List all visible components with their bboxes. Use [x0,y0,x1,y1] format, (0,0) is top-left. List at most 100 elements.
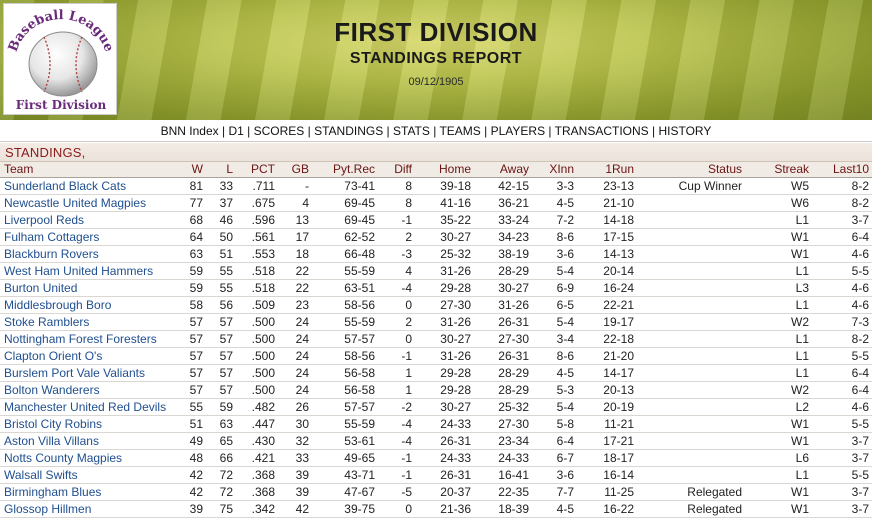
cell-team[interactable]: Middlesbrough Boro [0,296,178,314]
cell-team[interactable]: Fulham Cottagers [0,228,178,246]
cell-status [637,245,745,263]
cell-w: 57 [178,313,206,331]
cell-pytrec: 66-48 [312,245,378,263]
cell-status [637,398,745,416]
cell-pct: .368 [236,466,278,484]
nav-link-stats[interactable]: STATS [393,124,430,138]
nav-link-players[interactable]: PLAYERS [490,124,546,138]
cell-pytrec: 58-56 [312,296,378,314]
cell-status: Cup Winner [637,177,745,195]
col-header-pct[interactable]: PCT [236,162,278,178]
cell-team[interactable]: Notts County Magpies [0,449,178,467]
col-header-l[interactable]: L [206,162,236,178]
cell-team[interactable]: Bolton Wanderers [0,381,178,399]
cell-pct: .430 [236,432,278,450]
cell-streak: W2 [745,381,812,399]
cell-team[interactable]: Newcastle United Magpies [0,194,178,212]
nav-link-bnn-index[interactable]: BNN Index [160,124,219,138]
cell-team[interactable]: Liverpool Reds [0,211,178,229]
col-header-gb[interactable]: GB [278,162,312,178]
league-logo[interactable]: Baseball League First Division [3,3,117,115]
table-row: Fulham Cottagers 64 50.561 17 62-52 2 30-27 34-… [0,228,872,246]
cell-w: 42 [178,483,206,501]
cell-pytrec: 55-59 [312,262,378,280]
cell-l: 72 [206,483,236,501]
cell-xinn: 6-4 [532,432,577,450]
nav-link-teams[interactable]: TEAMS [439,124,481,138]
cell-team[interactable]: Nottingham Forest Foresters [0,330,178,348]
cell-team[interactable]: Manchester United Red Devils [0,398,178,416]
cell-team[interactable]: Bristol City Robins [0,415,178,433]
col-header-diff[interactable]: Diff [378,162,415,178]
cell-home: 26-31 [415,432,474,450]
col-header-1run[interactable]: 1Run [577,162,637,178]
cell-streak: L3 [745,279,812,297]
cell-1run: 21-10 [577,194,637,212]
cell-team[interactable]: Clapton Orient O's [0,347,178,365]
col-header-pytrec[interactable]: Pyt.Rec [312,162,378,178]
cell-team[interactable]: Blackburn Rovers [0,245,178,263]
cell-away: 33-24 [474,211,532,229]
cell-xinn: 5-3 [532,381,577,399]
cell-team[interactable]: Glossop Hillmen [0,500,178,518]
col-header-team[interactable]: Team [0,162,178,178]
table-header-row: Team W L PCT GB Pyt.Rec Diff Home Away X… [0,162,872,178]
nav-separator: | [545,124,555,138]
cell-xinn: 8-6 [532,347,577,365]
cell-xinn: 3-6 [532,466,577,484]
nav-link-scores[interactable]: SCORES [253,124,305,138]
nav-separator: | [243,124,254,138]
col-header-xinn[interactable]: XInn [532,162,577,178]
cell-pytrec: 55-59 [312,415,378,433]
cell-pct: .561 [236,228,278,246]
cell-team[interactable]: Aston Villa Villans [0,432,178,450]
cell-team[interactable]: Burton United [0,279,178,297]
col-header-away[interactable]: Away [474,162,532,178]
cell-status [637,347,745,365]
cell-1run: 16-14 [577,466,637,484]
nav-link-transactions[interactable]: TRANSACTIONS [554,124,649,138]
cell-last10: 3-7 [812,211,872,229]
nav-link-standings[interactable]: STANDINGS [314,124,384,138]
cell-l: 66 [206,449,236,467]
table-row: Aston Villa Villans 49 65.430 32 53-61 -4 26-3… [0,432,872,450]
table-row: Bolton Wanderers 57 57.500 24 56-58 1 29-28 28-… [0,381,872,399]
col-header-w[interactable]: W [178,162,206,178]
cell-pct: .553 [236,245,278,263]
cell-team[interactable]: Sunderland Black Cats [0,177,178,195]
cell-w: 57 [178,381,206,399]
nav-link-d1[interactable]: D1 [228,124,244,138]
nav-link-history[interactable]: HISTORY [658,124,712,138]
col-header-home[interactable]: Home [415,162,474,178]
cell-status [637,415,745,433]
cell-streak: W5 [745,177,812,195]
cell-w: 64 [178,228,206,246]
col-header-streak[interactable]: Streak [745,162,812,178]
cell-last10: 5-5 [812,262,872,280]
cell-team[interactable]: Walsall Swifts [0,466,178,484]
cell-team[interactable]: Stoke Ramblers [0,313,178,331]
cell-last10: 5-5 [812,347,872,365]
cell-team[interactable]: Birmingham Blues [0,483,178,501]
col-header-last10[interactable]: Last10 [812,162,872,178]
cell-status: Relegated [637,483,745,501]
col-header-status[interactable]: Status [637,162,745,178]
cell-away: 36-21 [474,194,532,212]
cell-diff: 1 [378,381,415,399]
cell-w: 55 [178,398,206,416]
cell-pytrec: 69-45 [312,194,378,212]
cell-home: 35-22 [415,211,474,229]
cell-pct: .500 [236,381,278,399]
cell-team[interactable]: West Ham United Hammers [0,262,178,280]
nav-separator: | [480,124,491,138]
cell-team[interactable]: Burslem Port Vale Valiants [0,364,178,382]
cell-last10: 3-7 [812,432,872,450]
cell-pytrec: 57-57 [312,330,378,348]
cell-status [637,330,745,348]
nav-separator: | [218,124,229,138]
cell-pytrec: 39-75 [312,500,378,518]
nav-separator: | [429,124,440,138]
cell-away: 26-31 [474,313,532,331]
cell-last10: 6-4 [812,228,872,246]
cell-w: 57 [178,364,206,382]
